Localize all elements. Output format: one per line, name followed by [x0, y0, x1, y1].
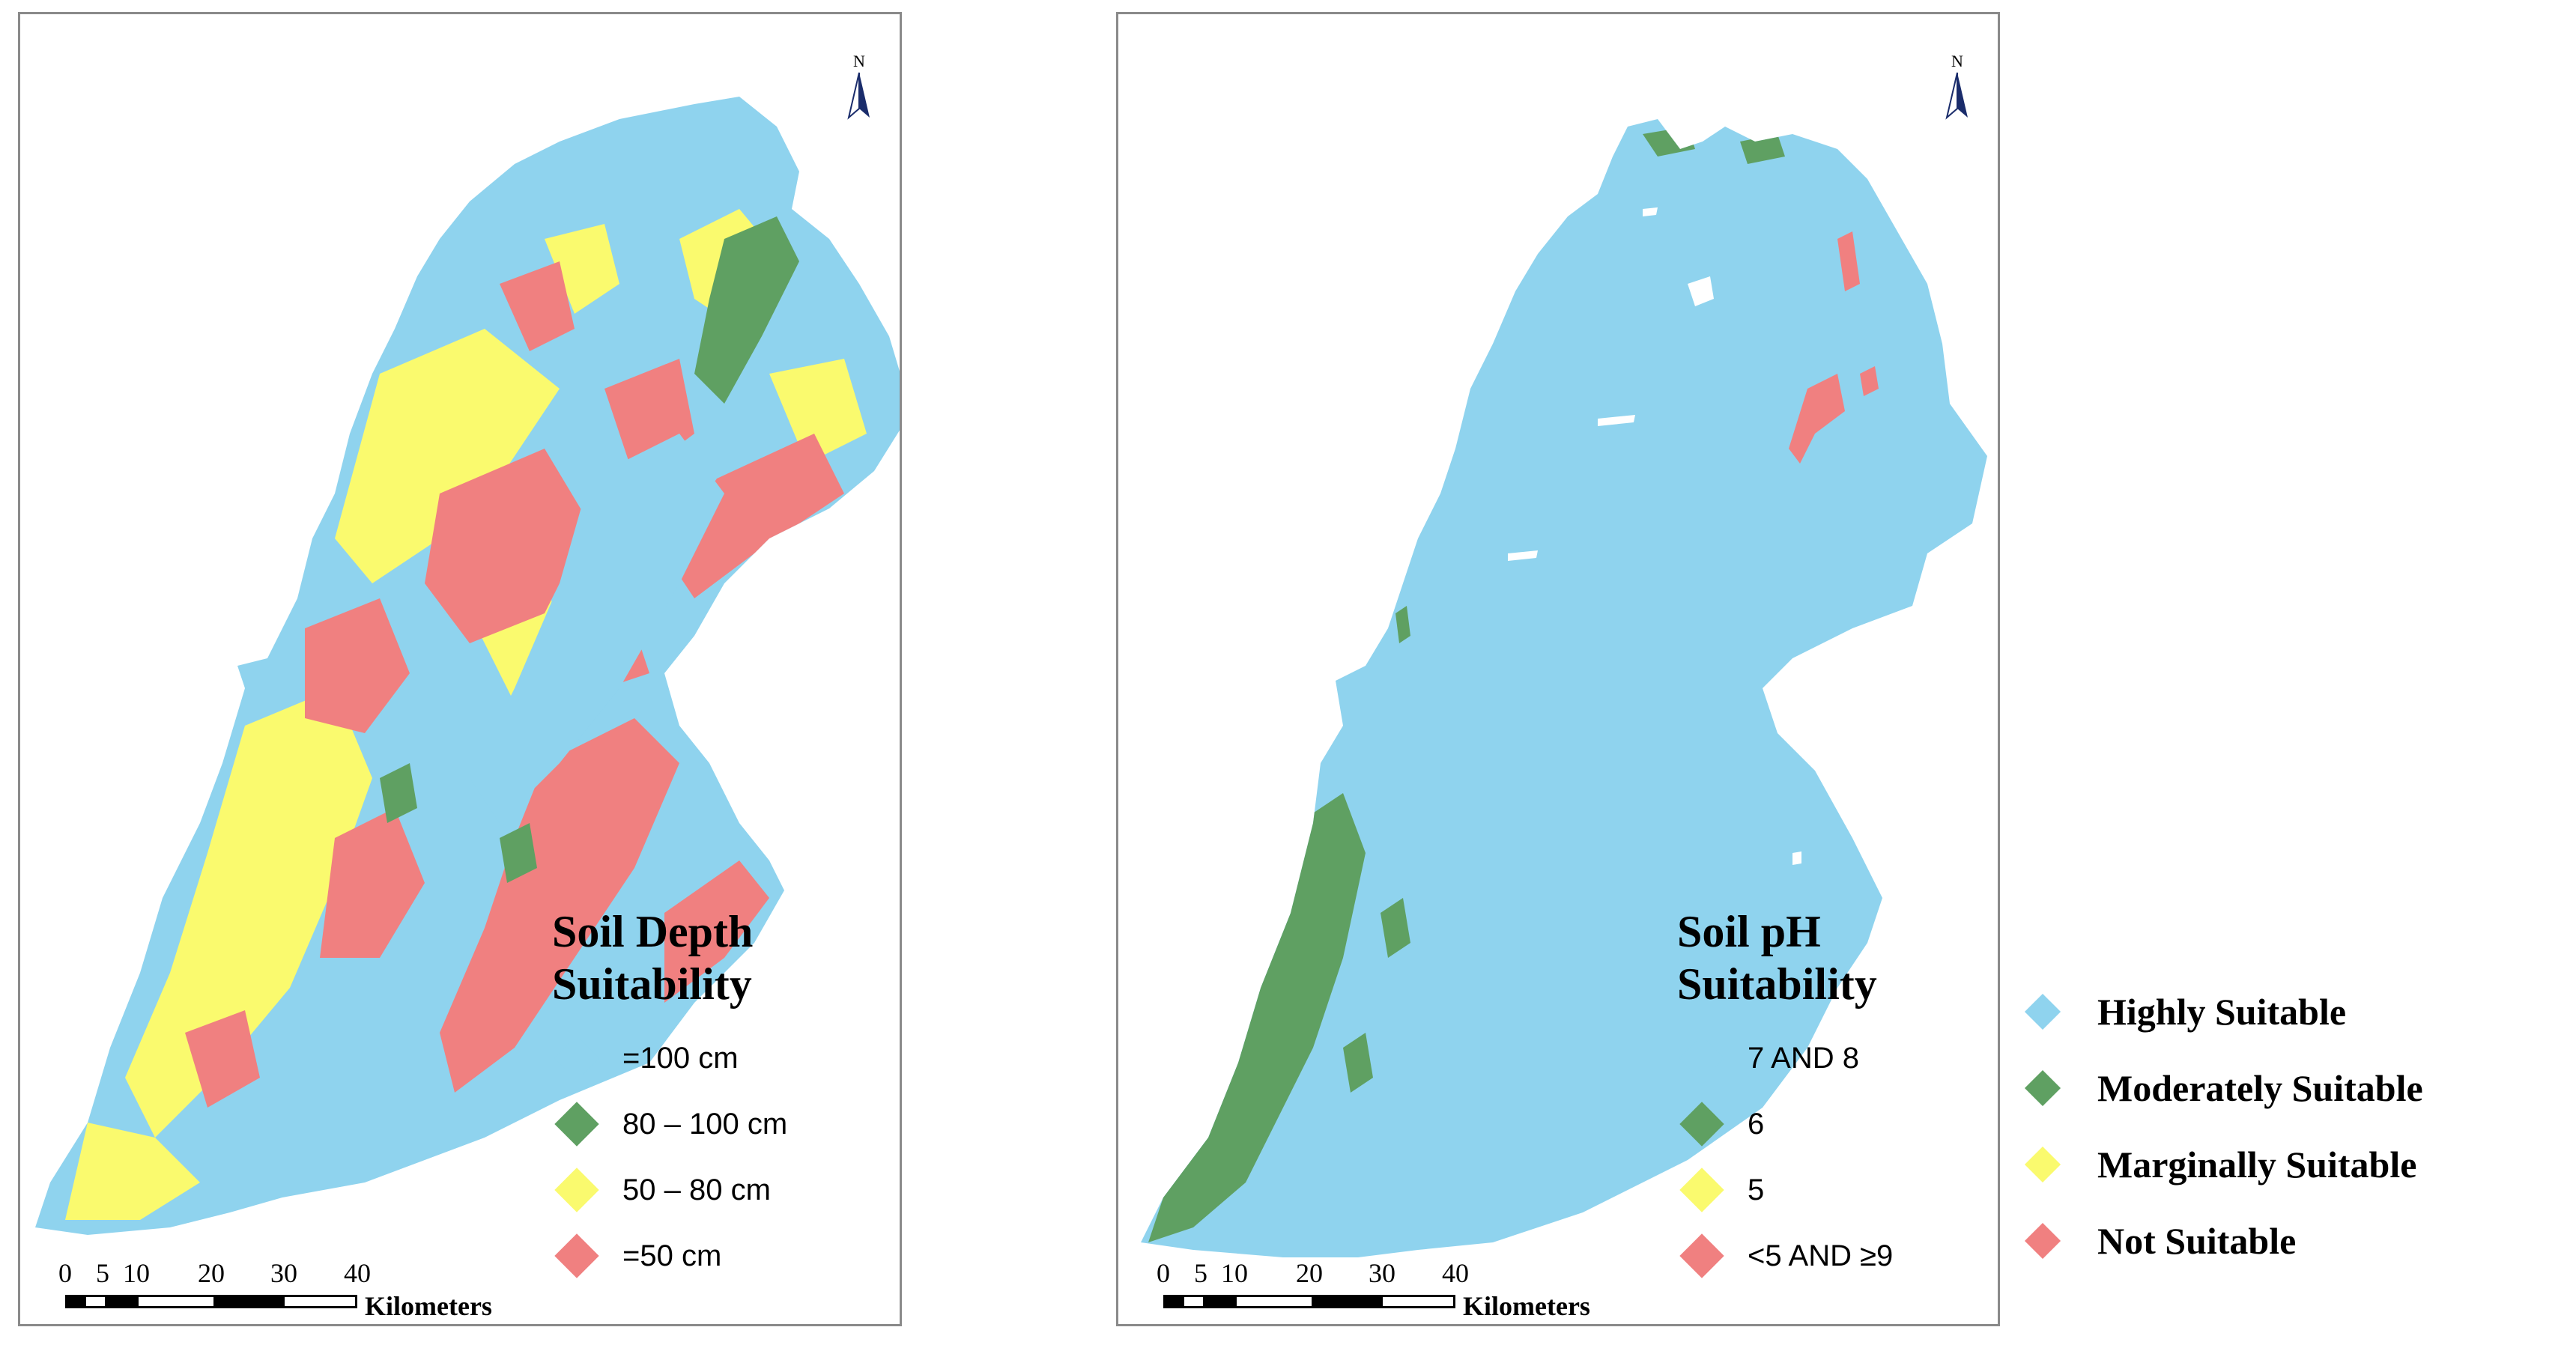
legend-item: Highly Suitable	[2022, 974, 2423, 1050]
legend-label: 6	[1748, 1107, 1765, 1141]
scale-unit: Kilometers	[365, 1291, 492, 1321]
legend-item: =50 cm	[552, 1223, 787, 1289]
legend-item: =100 cm	[552, 1025, 787, 1091]
soil-depth-legend: Soil Depth Suitability =100 cm 80 – 100 …	[552, 905, 787, 1289]
legend-swatch	[2024, 1146, 2061, 1183]
scale-tick: 0	[58, 1258, 72, 1288]
scale-tick: 20	[198, 1258, 225, 1288]
legend-swatch	[554, 1168, 599, 1212]
legend-title-line2: Suitability	[1677, 959, 1877, 1009]
legend-label: 50 – 80 cm	[622, 1173, 771, 1206]
scale-bar: 0 5 10 20 30 40 Kilometers	[50, 1257, 537, 1325]
svg-text:N: N	[1951, 52, 1963, 70]
scale-tick: 5	[1194, 1258, 1207, 1288]
legend-swatch	[1679, 1036, 1724, 1081]
legend-item: Not Suitable	[2022, 1203, 2423, 1279]
legend-item: 50 – 80 cm	[552, 1157, 787, 1223]
scale-tick: 40	[1442, 1258, 1469, 1288]
legend-swatch	[2024, 1069, 2061, 1107]
legend-label: <5 AND ≥9	[1748, 1239, 1894, 1272]
lebanon-outline	[1141, 119, 1987, 1257]
scale-tick: 10	[123, 1258, 150, 1288]
legend-swatch	[2024, 993, 2061, 1030]
scale-tick: 30	[1369, 1258, 1395, 1288]
legend-title-line1: Soil pH	[1677, 907, 1821, 956]
scale-unit: Kilometers	[1463, 1291, 1590, 1321]
svg-text:N: N	[853, 52, 865, 70]
legend-label: Not Suitable	[2097, 1220, 2297, 1262]
legend-swatch	[554, 1233, 599, 1278]
legend-label: =50 cm	[622, 1239, 722, 1272]
legend-swatch	[554, 1102, 599, 1147]
legend-label: 5	[1748, 1173, 1765, 1206]
scale-tick: 10	[1221, 1258, 1248, 1288]
soil-ph-map	[1141, 119, 1987, 1257]
scale-bar: 0 5 10 20 30 40 Kilometers	[1148, 1257, 1635, 1325]
legend-item: <5 AND ≥9	[1677, 1223, 1893, 1289]
scale-tick: 20	[1296, 1258, 1323, 1288]
legend-swatch	[1679, 1233, 1724, 1278]
north-arrow-icon: N	[1945, 52, 1968, 120]
legend-item: 6	[1677, 1091, 1893, 1157]
legend-item: 5	[1677, 1157, 1893, 1223]
soil-depth-classes	[65, 209, 867, 1220]
soil-ph-legend: Soil pH Suitability 7 AND 8 6 5 <5 AND ≥…	[1677, 905, 1893, 1289]
legend-label: Marginally Suitable	[2097, 1144, 2417, 1185]
soil-depth-map	[35, 97, 900, 1235]
legend-swatch	[1679, 1102, 1724, 1147]
scale-tick: 40	[344, 1258, 371, 1288]
legend-item: 80 – 100 cm	[552, 1091, 787, 1157]
legend-title-line2: Suitability	[552, 959, 752, 1009]
legend-label: =100 cm	[622, 1041, 739, 1075]
soil-depth-map-panel: N Soil Depth Suitability =100 cm 80 – 10…	[18, 12, 902, 1326]
north-arrow-icon: N	[847, 52, 870, 120]
legend-item: Moderately Suitable	[2022, 1050, 2423, 1126]
legend-label: 7 AND 8	[1748, 1041, 1859, 1075]
legend-label: Moderately Suitable	[2097, 1067, 2423, 1109]
scale-tick: 5	[96, 1258, 109, 1288]
legend-swatch	[554, 1036, 599, 1081]
legend-label: Highly Suitable	[2097, 991, 2347, 1033]
scale-tick: 0	[1157, 1258, 1170, 1288]
legend-title-line1: Soil Depth	[552, 907, 754, 956]
legend-label: 80 – 100 cm	[622, 1107, 788, 1141]
legend-swatch	[2024, 1222, 2061, 1260]
legend-item: 7 AND 8	[1677, 1025, 1893, 1091]
legend-item: Marginally Suitable	[2022, 1126, 2423, 1203]
soil-ph-map-panel: N Soil pH Suitability 7 AND 8 6 5 <5 AND…	[1116, 12, 2000, 1326]
suitability-legend: Highly Suitable Moderately Suitable Marg…	[2022, 974, 2423, 1279]
scale-tick: 30	[270, 1258, 297, 1288]
legend-swatch	[1679, 1168, 1724, 1212]
